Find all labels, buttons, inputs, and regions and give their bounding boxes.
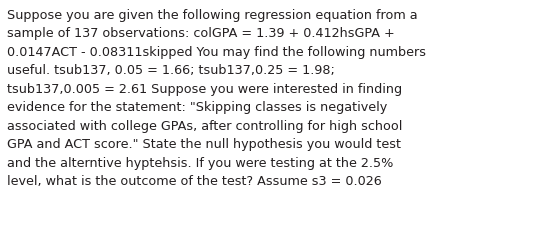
Text: Suppose you are given the following regression equation from a
sample of 137 obs: Suppose you are given the following regr… (7, 9, 426, 188)
